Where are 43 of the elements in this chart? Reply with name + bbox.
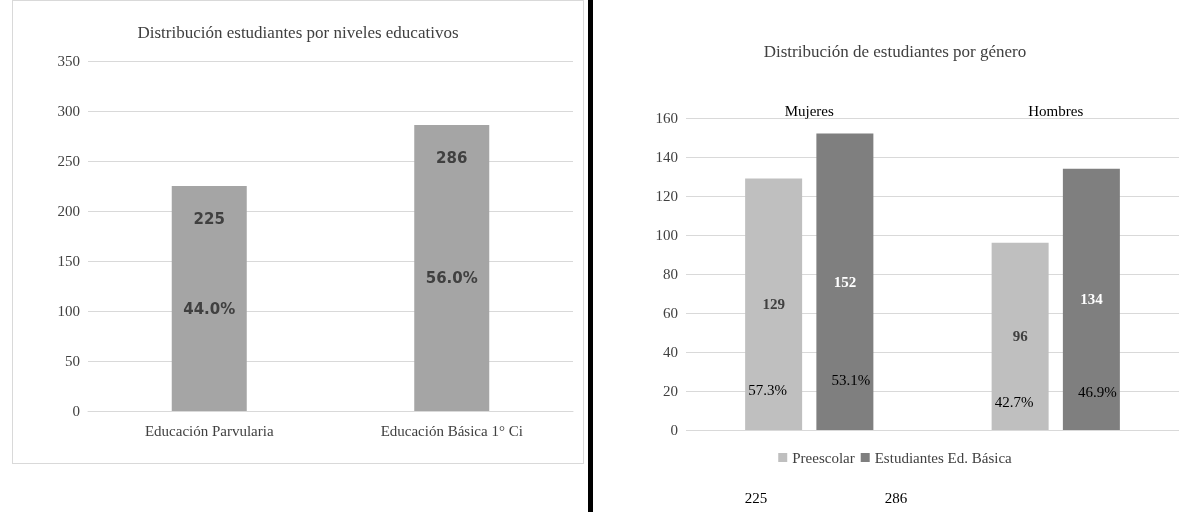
data-label: 134 <box>1080 291 1104 308</box>
y-tick-label: 200 <box>57 203 80 219</box>
annotation: 53.1% <box>831 372 871 388</box>
y-tick-label: 0 <box>72 403 80 419</box>
annotation: 46.9% <box>1078 384 1117 400</box>
y-tick-label: 160 <box>655 110 678 126</box>
y-tick-label: 120 <box>655 188 678 204</box>
y-tick-label: 250 <box>57 153 80 169</box>
bar <box>1062 168 1120 430</box>
text: 286 <box>884 490 908 506</box>
y-tick-label: 20 <box>663 383 678 399</box>
y-tick-label: 50 <box>65 353 80 369</box>
bar <box>816 133 874 430</box>
data-label: 225 <box>193 209 225 228</box>
legend-label: Estudiantes Ed. Básica <box>874 449 1013 466</box>
annotation: 42.7% <box>994 394 1034 410</box>
data-label: 96 <box>1012 328 1029 345</box>
y-tick-label: 100 <box>655 227 678 243</box>
x-tick-label: Hombres <box>1028 102 1084 119</box>
data-label: 129 <box>762 296 785 313</box>
chart-title: Distribución estudiantes por niveles educativos <box>137 23 459 42</box>
annotation: 57.3% <box>748 382 787 398</box>
data-label: 286 <box>436 148 468 167</box>
y-tick-label: 140 <box>655 149 678 165</box>
y-tick-label: 80 <box>663 266 678 282</box>
y-tick-label: 40 <box>663 344 678 360</box>
annotation: 56.0% <box>425 269 478 287</box>
bar <box>745 178 803 430</box>
y-tick-label: 0 <box>670 422 678 438</box>
x-tick-label: Educación Parvularia <box>144 422 274 439</box>
legend-label: Preescolar <box>792 449 855 466</box>
y-tick-label: 150 <box>57 253 80 269</box>
bar <box>991 242 1049 430</box>
data-label: 152 <box>833 273 857 290</box>
y-tick-label: 60 <box>663 305 678 321</box>
y-tick-label: 300 <box>57 103 80 119</box>
chart-title: Distribución de estudiantes por género <box>763 42 1027 61</box>
text: 225 <box>744 490 768 506</box>
y-tick-label: 350 <box>57 53 80 69</box>
y-tick-label: 100 <box>57 303 80 319</box>
x-tick-label: Educación Básica 1° Ci <box>380 422 523 439</box>
annotation: 44.0% <box>183 299 236 318</box>
x-tick-label: Mujeres <box>784 102 834 119</box>
